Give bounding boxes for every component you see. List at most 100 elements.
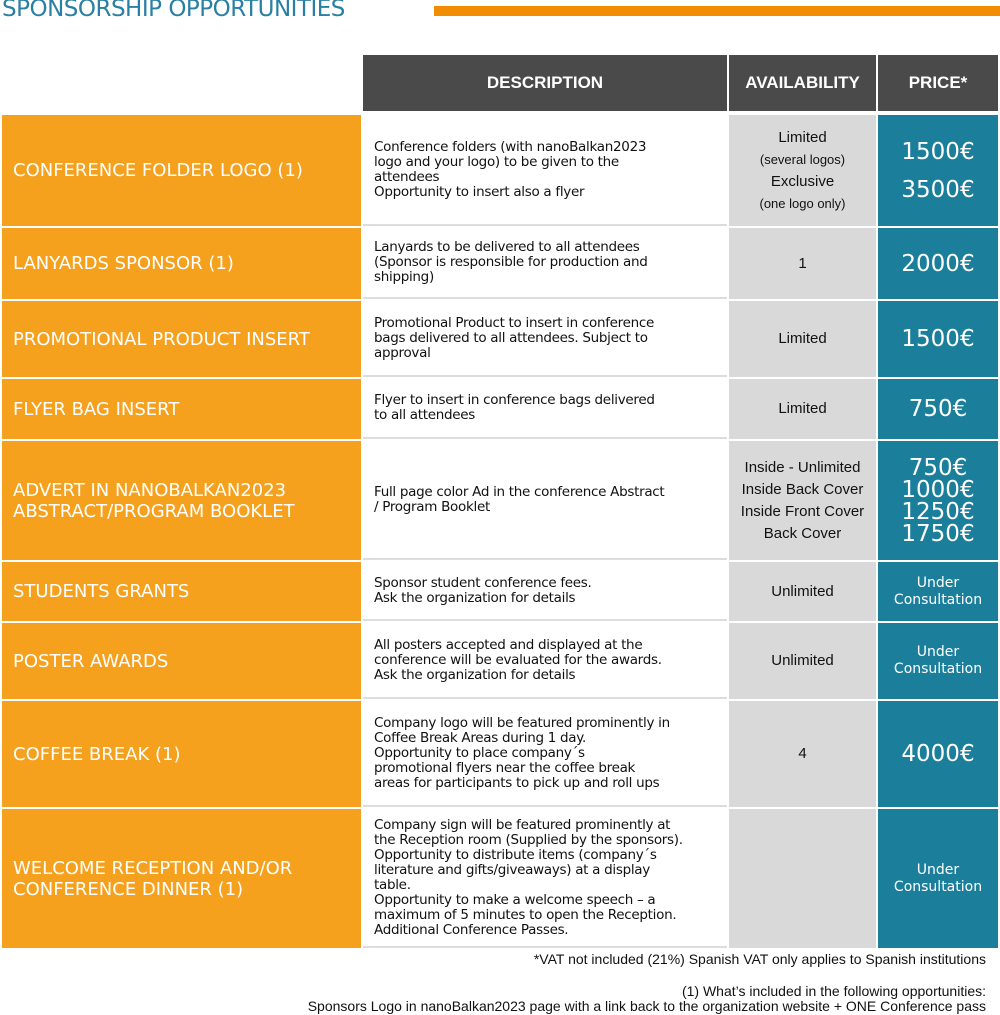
opportunity-description: Full page color Ad in the conference Abs… bbox=[363, 441, 727, 560]
price-cell: Under Consultation bbox=[878, 809, 998, 948]
description-line: areas for participants to pick up and ro… bbox=[374, 774, 660, 791]
availability-value: Unlimited bbox=[771, 652, 834, 669]
price-value: 750€ bbox=[908, 454, 968, 481]
table-row: POSTER AWARDS All posters accepted and di… bbox=[0, 623, 1000, 699]
availability-value: (one logo only) bbox=[759, 195, 846, 211]
description-line: Flyer to insert in conference bags deliv… bbox=[374, 392, 655, 408]
description-line: Ask the organization for details bbox=[374, 589, 576, 606]
opportunity-label: FLYER BAG INSERT bbox=[2, 379, 361, 439]
availability-cell: Limited bbox=[729, 301, 876, 377]
description-line: Lanyards to be delivered to all attendee… bbox=[374, 239, 640, 255]
description-line: All posters accepted and displayed at th… bbox=[374, 636, 643, 653]
description-line: promotional flyers near the coffee break bbox=[374, 759, 636, 776]
price-value: 2000€ bbox=[901, 250, 975, 277]
description-line: Opportunity to make a welcome speech – a bbox=[374, 891, 656, 908]
price-value: 1500€ bbox=[901, 138, 975, 165]
description-line: Conference folders (with nanoBalkan2023 bbox=[374, 138, 647, 155]
table-row: COFFEE BREAK (1) Company logo will be fea… bbox=[0, 701, 1000, 807]
price-value: Consultation bbox=[893, 661, 983, 677]
availability-value: (several logos) bbox=[759, 151, 846, 167]
opportunity-description: Lanyards to be delivered to all attendee… bbox=[363, 228, 727, 299]
price-cell: 750€ bbox=[878, 379, 998, 439]
description-line: Full page color Ad in the conference Abs… bbox=[374, 483, 665, 500]
price-value: Under bbox=[916, 574, 960, 591]
opportunity-description: Promotional Product to insert in confere… bbox=[363, 301, 727, 377]
price-cell: Under Consultation bbox=[878, 623, 998, 699]
table-row: ADVERT IN NANOBALKAN2023 ABSTRACT/PROGRA… bbox=[0, 441, 1000, 560]
description-line: approval bbox=[374, 344, 431, 361]
price-value: Under bbox=[916, 861, 960, 878]
opportunity-description: Company logo will be featured prominentl… bbox=[363, 701, 727, 807]
availability-cell: Inside - Unlimited Inside Back Cover Insid… bbox=[729, 441, 876, 560]
price-value: Consultation bbox=[893, 591, 983, 608]
availability-value: Inside - Unlimited bbox=[744, 458, 861, 476]
availability-value: Unlimited bbox=[771, 582, 834, 600]
table-row: PROMOTIONAL PRODUCT INSERT Promotional Pr… bbox=[0, 301, 1000, 377]
description-line: conference will be evaluated for the awa… bbox=[374, 651, 662, 668]
description-line: bags delivered to all attendees. Subject… bbox=[374, 329, 648, 346]
table-row: LANYARDS SPONSOR (1) Lanyards to be deliv… bbox=[0, 228, 1000, 299]
opportunity-label: CONFERENCE FOLDER LOGO (1) bbox=[2, 115, 361, 226]
opportunity-description: All posters accepted and displayed at th… bbox=[363, 623, 727, 699]
opportunity-label: LANYARDS SPONSOR (1) bbox=[2, 228, 361, 299]
description-line: Opportunity to distribute items (company… bbox=[374, 846, 657, 863]
description-line: Company sign will be featured prominentl… bbox=[374, 816, 671, 833]
opportunity-description: Conference folders (with nanoBalkan2023 l… bbox=[363, 115, 727, 226]
price-value: Under bbox=[916, 644, 960, 660]
accent-bar bbox=[434, 6, 1000, 16]
availability-cell: Limited (several logos) Exclusive (one logo… bbox=[729, 115, 876, 226]
description-line: the Reception room (Supplied by the spon… bbox=[374, 831, 683, 848]
availability-value: 1 bbox=[798, 254, 807, 272]
price-value: 750€ bbox=[908, 396, 968, 422]
availability-value: Exclusive bbox=[770, 172, 835, 190]
header-description: DESCRIPTION bbox=[363, 55, 727, 111]
vat-note: *VAT not included (21%) Spanish VAT only… bbox=[533, 951, 986, 967]
price-value: 1000€ bbox=[901, 476, 975, 503]
price-cell: Under Consultation bbox=[878, 562, 998, 621]
description-line: Opportunity to insert also a flyer bbox=[374, 183, 585, 200]
description-line: literature and gifts/giveaways) at a dis… bbox=[374, 861, 650, 878]
table-row: WELCOME RECEPTION AND/OR CONFERENCE DINN… bbox=[0, 809, 1000, 948]
description-line: logo and your logo) to be given to the bbox=[374, 153, 619, 170]
availability-cell bbox=[729, 809, 876, 948]
description-line: Coffee Break Areas during 1 day. bbox=[374, 729, 587, 746]
opportunity-label: COFFEE BREAK (1) bbox=[2, 701, 361, 807]
availability-cell: 4 bbox=[729, 701, 876, 807]
opportunity-description: Flyer to insert in conference bags deliv… bbox=[363, 379, 727, 439]
included-text: Sponsors Logo in nanoBalkan2023 page wit… bbox=[307, 998, 986, 1014]
availability-value: Inside Back Cover bbox=[741, 480, 864, 498]
price-cell: 1500€ 3500€ bbox=[878, 115, 998, 226]
opportunity-description: Company sign will be featured prominentl… bbox=[363, 809, 727, 948]
opportunity-label: ADVERT IN NANOBALKAN2023 ABSTRACT/PROGRA… bbox=[2, 441, 361, 560]
price-value: Consultation bbox=[893, 878, 983, 895]
opportunity-label: PROMOTIONAL PRODUCT INSERT bbox=[2, 301, 361, 377]
price-cell: 750€ 1000€ 1250€ 1750€ bbox=[878, 441, 998, 560]
description-line: Opportunity to place company´s bbox=[374, 744, 585, 761]
price-value: 3500€ bbox=[901, 176, 975, 203]
availability-value: Inside Front Cover bbox=[740, 502, 865, 520]
availability-value: Limited bbox=[778, 330, 827, 347]
description-line: (Sponsor is responsible for production a… bbox=[374, 254, 648, 270]
description-line: / Program Booklet bbox=[374, 498, 490, 515]
description-line: attendees bbox=[374, 168, 440, 185]
price-value: 1250€ bbox=[901, 498, 975, 525]
price-value: 4000€ bbox=[901, 741, 975, 767]
price-cell: 1500€ bbox=[878, 301, 998, 377]
included-title: (1) What’s included in the following opp… bbox=[681, 983, 986, 999]
price-cell: 2000€ bbox=[878, 228, 998, 299]
description-line: shipping) bbox=[374, 269, 434, 285]
price-value: 1750€ bbox=[901, 520, 975, 547]
description-line: Company logo will be featured prominentl… bbox=[374, 714, 670, 731]
availability-value: 4 bbox=[798, 745, 807, 762]
header-availability: AVAILABILITY bbox=[729, 55, 876, 111]
availability-cell: Limited bbox=[729, 379, 876, 439]
description-line: to all attendees bbox=[374, 407, 476, 423]
description-line: Ask the organization for details bbox=[374, 666, 576, 683]
description-line: Additional Conference Passes. bbox=[374, 921, 569, 938]
availability-cell: Unlimited bbox=[729, 562, 876, 621]
description-line: maximum of 5 minutes to open the Recepti… bbox=[374, 906, 677, 923]
description-line: table. bbox=[374, 876, 411, 893]
price-value: 1500€ bbox=[901, 326, 975, 352]
availability-cell: 1 bbox=[729, 228, 876, 299]
opportunity-description: Sponsor student conference fees. Ask the … bbox=[363, 562, 727, 621]
